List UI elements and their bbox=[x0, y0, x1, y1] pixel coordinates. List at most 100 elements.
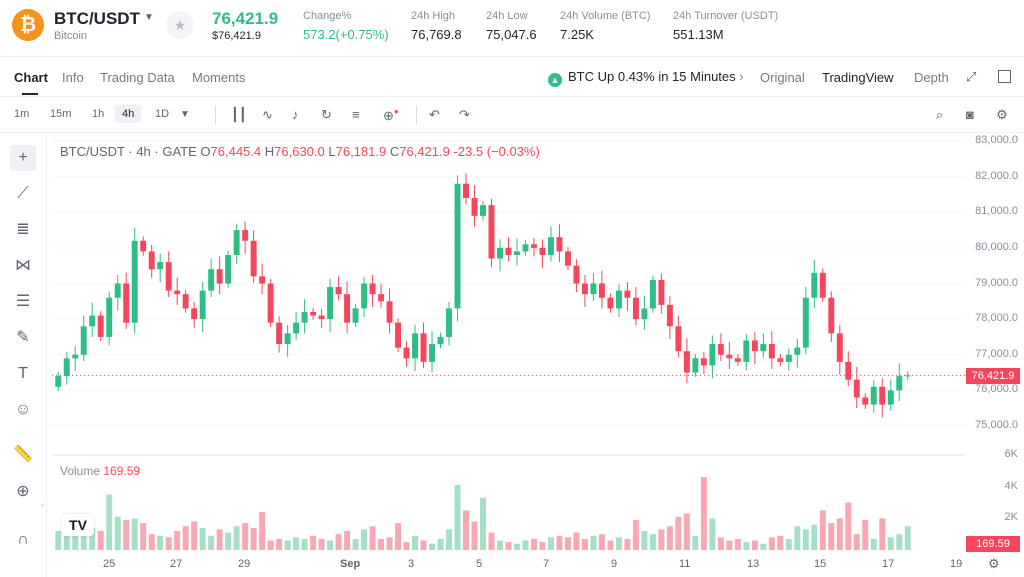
chart-legend: BTC/USDT · 4h · GATE O76,445.4 H76,630.0… bbox=[60, 144, 540, 159]
volume-bar bbox=[828, 523, 835, 550]
collapse-icon[interactable]: ‹ bbox=[41, 500, 45, 511]
candle bbox=[802, 297, 809, 348]
volume-bar bbox=[581, 538, 588, 550]
volume-bar bbox=[683, 513, 690, 550]
volume-bar bbox=[836, 518, 843, 550]
stat-turnover-label: 24h Turnover (USDT) bbox=[673, 10, 779, 22]
search-icon[interactable]: ⌕ bbox=[936, 107, 944, 122]
gear-icon[interactable]: ⚙ bbox=[996, 107, 1008, 122]
settings-icon[interactable]: ⚙ bbox=[988, 556, 1000, 571]
undo-icon[interactable]: ↶ bbox=[429, 107, 440, 122]
candle bbox=[717, 344, 724, 355]
camera-icon[interactable]: ◙ bbox=[966, 107, 974, 122]
volume-bar bbox=[760, 543, 767, 550]
x-axis-tick: 7 bbox=[543, 558, 550, 570]
volume-bar bbox=[480, 497, 486, 550]
candle bbox=[131, 240, 138, 323]
candle bbox=[845, 361, 852, 380]
tab-info[interactable]: Info bbox=[62, 70, 84, 85]
volume-bar bbox=[547, 537, 554, 550]
candle bbox=[63, 358, 70, 377]
prediction-link[interactable]: ▲ BTC Up 0.43% in 15 Minutes › bbox=[548, 69, 744, 87]
volume-bar bbox=[301, 538, 308, 550]
volume-bar bbox=[454, 485, 461, 550]
x-axis-tick: Sep bbox=[340, 558, 361, 570]
volume-bar bbox=[709, 518, 716, 550]
candle bbox=[114, 283, 121, 298]
redo-icon[interactable]: ↷ bbox=[459, 107, 470, 122]
tab-chart[interactable]: Chart bbox=[14, 70, 48, 85]
candle bbox=[174, 290, 181, 295]
view-tradingview[interactable]: TradingView bbox=[822, 70, 894, 85]
candles-icon[interactable]: ┃┃ bbox=[231, 107, 247, 122]
candle bbox=[395, 322, 402, 348]
candle bbox=[853, 379, 860, 398]
trendline-icon[interactable]: ⟋ bbox=[17, 185, 29, 202]
chevron-down-icon[interactable]: ▼ bbox=[144, 12, 154, 23]
volume-bar bbox=[717, 537, 724, 550]
last-price-usd: $76,421.9 bbox=[212, 30, 261, 42]
candle bbox=[293, 322, 300, 334]
interval-1h[interactable]: 1h bbox=[92, 108, 105, 120]
volume-bar bbox=[870, 538, 877, 550]
candle bbox=[564, 251, 571, 266]
volume-bar bbox=[403, 542, 410, 550]
alert-icon[interactable]: ♪ bbox=[292, 107, 299, 122]
window-icon[interactable] bbox=[998, 70, 1011, 83]
emoji-icon[interactable]: ☺ bbox=[14, 401, 32, 418]
interval-1d[interactable]: 1D bbox=[155, 108, 170, 120]
candle bbox=[785, 354, 792, 362]
magnet-icon[interactable]: ∩ bbox=[17, 531, 29, 548]
volume-bar bbox=[522, 540, 529, 550]
volume-bar bbox=[242, 523, 249, 550]
view-original[interactable]: Original bbox=[760, 70, 805, 85]
candle bbox=[666, 304, 673, 327]
interval-15m[interactable]: 15m bbox=[50, 108, 72, 120]
expand-icon[interactable]: ⤢ bbox=[966, 69, 977, 84]
volume-bar bbox=[420, 540, 427, 550]
candle bbox=[904, 375, 911, 377]
brush-icon[interactable]: ✎ bbox=[16, 329, 30, 346]
volume-bar bbox=[412, 535, 419, 550]
volume-bar bbox=[182, 526, 189, 550]
zoom-in-icon[interactable]: ⊕ bbox=[16, 483, 30, 500]
candle bbox=[641, 308, 648, 320]
candle bbox=[573, 265, 580, 284]
volume-bar bbox=[785, 538, 792, 550]
replay-icon[interactable]: ↻ bbox=[321, 107, 332, 122]
candle bbox=[140, 240, 147, 252]
volume-bar bbox=[632, 519, 639, 550]
volume-axis-tick: 4K bbox=[1004, 479, 1018, 492]
candle bbox=[250, 240, 257, 277]
interval-1m[interactable]: 1m bbox=[14, 108, 30, 120]
volume-bar bbox=[148, 534, 155, 550]
candle bbox=[361, 283, 368, 309]
text-icon[interactable]: T bbox=[18, 365, 28, 382]
indicators-icon[interactable]: ∿ bbox=[262, 107, 273, 122]
fib-icon[interactable]: ☰ bbox=[15, 293, 31, 310]
add-icon[interactable]: ⊕● bbox=[383, 107, 399, 123]
candle bbox=[284, 333, 291, 345]
chevron-down-icon[interactable]: ▼ bbox=[180, 109, 190, 120]
tab-moments[interactable]: Moments bbox=[192, 70, 246, 85]
legend-low: 76,181.9 bbox=[335, 144, 387, 159]
view-depth[interactable]: Depth bbox=[914, 70, 949, 85]
ruler-icon[interactable]: 📏 bbox=[13, 446, 33, 463]
pattern-icon[interactable]: ⋈ bbox=[15, 257, 31, 274]
tab-trading-data[interactable]: Trading Data bbox=[100, 70, 175, 85]
pair-selector[interactable]: BTC/USDT bbox=[54, 9, 140, 28]
candle bbox=[598, 283, 605, 298]
candle bbox=[72, 354, 79, 359]
stat-volume-value: 7.25K bbox=[560, 27, 594, 42]
candle bbox=[480, 205, 486, 216]
interval-4h[interactable]: 4h bbox=[115, 105, 142, 123]
candle bbox=[488, 205, 495, 259]
horizontal-lines-icon[interactable]: ≣ bbox=[16, 221, 30, 238]
star-icon[interactable]: ★ bbox=[166, 11, 194, 39]
templates-icon[interactable]: ≡ bbox=[352, 107, 360, 122]
crosshair-icon[interactable]: + bbox=[10, 145, 36, 171]
candle bbox=[463, 183, 469, 198]
candle bbox=[310, 312, 317, 316]
volume-bar bbox=[794, 526, 801, 550]
